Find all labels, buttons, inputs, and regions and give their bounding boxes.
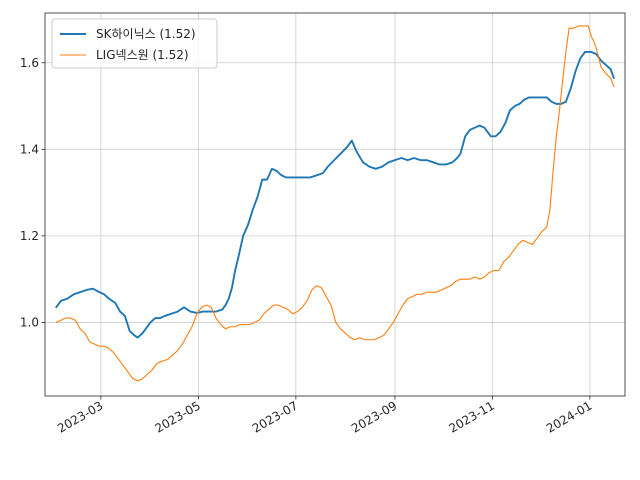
plot-area-frame <box>44 12 626 397</box>
legend-label-lig-nex1: LIG넥스원 (1.52) <box>96 48 189 62</box>
y-tick-label: 1.6 <box>20 56 39 70</box>
series-line-sk-hynix <box>55 51 615 339</box>
y-axis-ticks: 1.0 1.2 1.4 1.6 <box>20 56 45 329</box>
series-line-lig-nex1 <box>55 25 615 382</box>
y-tick-label: 1.4 <box>20 142 39 156</box>
legend-label-sk-hynix: SK하이닉스 (1.52) <box>96 27 196 41</box>
gridlines <box>45 13 625 396</box>
y-tick-label: 1.2 <box>20 229 39 243</box>
series-lines <box>55 25 615 382</box>
legend: SK하이닉스 (1.52) LIG넥스원 (1.52) <box>51 18 218 69</box>
y-tick-label: 1.0 <box>20 315 39 329</box>
legend-box <box>51 18 218 69</box>
